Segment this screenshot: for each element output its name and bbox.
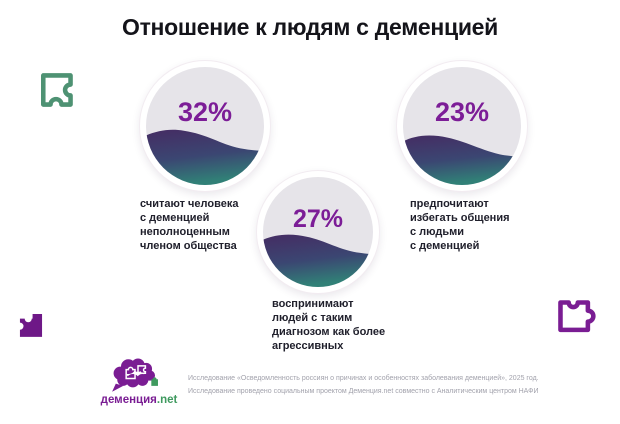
gauge-description-32: считают человека с деменцией неполноценн… (140, 198, 239, 252)
source-note-line1: Исследование «Осведомленность россиян о … (188, 375, 539, 382)
wave-fill-27 (263, 234, 373, 287)
gauge-circle-32: 32% (139, 60, 271, 192)
gauge-inner-32: 32% (146, 67, 264, 185)
page-title: Отношение к людям с деменцией (121, 14, 499, 40)
gauge-description-27: воспринимают людей с таким диагнозом как… (272, 298, 386, 352)
source-note: Исследование «Осведомленность россиян о … (188, 372, 618, 398)
wave-fill-32 (146, 129, 264, 185)
gauge-value-27: 27% (292, 205, 344, 233)
puzzle-piece-outline-green-icon (41, 73, 73, 107)
puzzle-piece-filled-purple-icon (19, 313, 43, 337)
gauge-circle-23: 23% (396, 60, 528, 192)
logo-name: деменция (100, 394, 157, 406)
gauge-description-23: предпочитают избегать общения с людьми с… (410, 198, 510, 252)
gauge-inner-23: 23% (403, 67, 521, 185)
gauge-value-32: 32% (177, 97, 233, 127)
wave-fill-23 (403, 135, 521, 185)
dementia-net-brain-logo (112, 358, 158, 392)
gauge-circle-27: 27% (256, 170, 380, 294)
logo-tld: .net (156, 394, 178, 406)
dementia-net-logo-wordmark: деменция.net (96, 394, 182, 406)
puzzle-piece-outline-purple-icon (558, 300, 596, 333)
gauge-value-23: 23% (434, 97, 490, 127)
source-note-line2: Исследование проведено социальным проект… (188, 388, 539, 395)
gauge-inner-27: 27% (263, 177, 373, 287)
